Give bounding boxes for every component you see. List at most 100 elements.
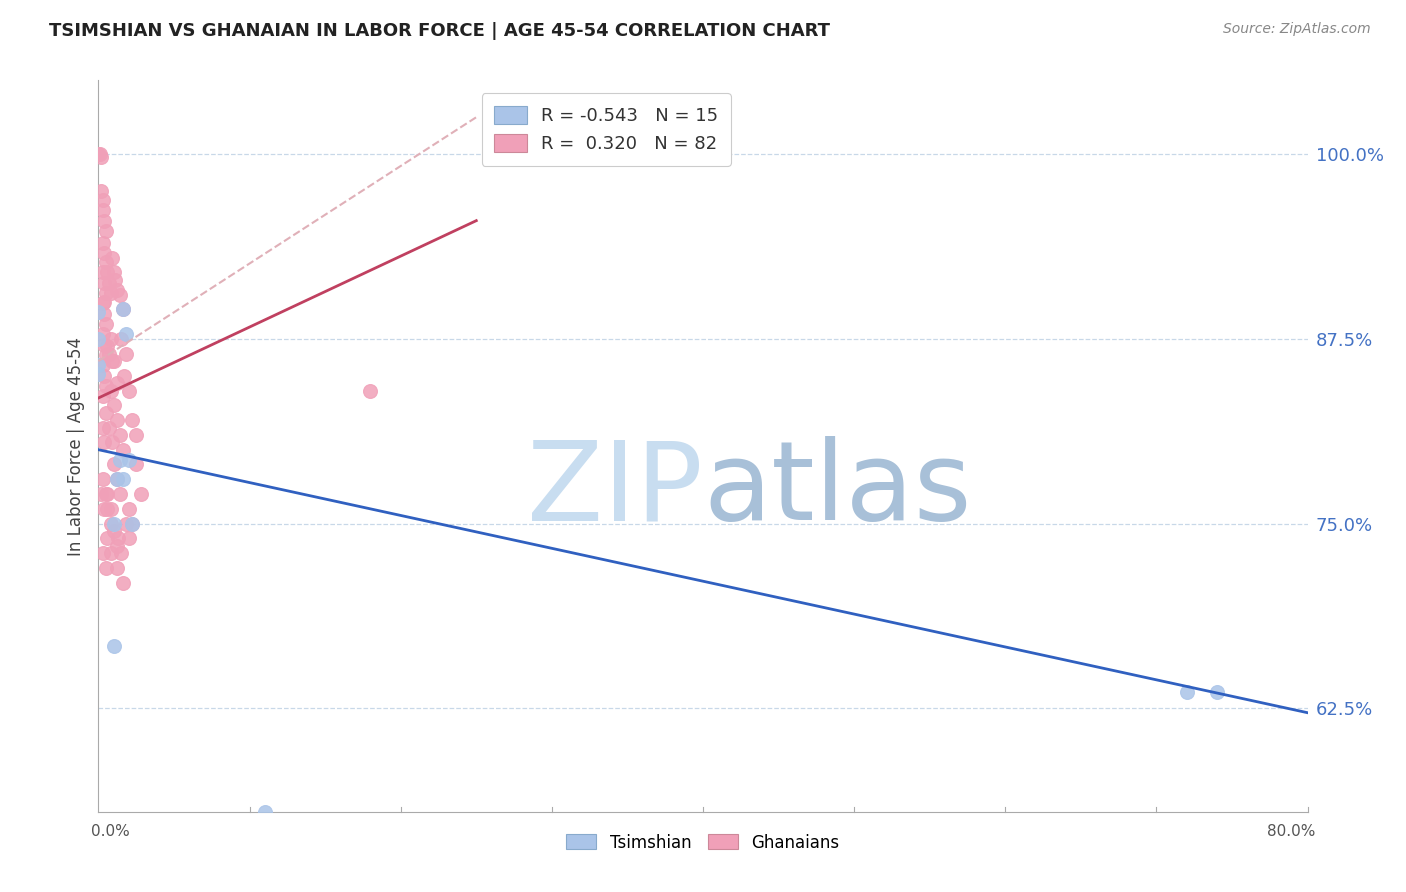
Point [101, 251, 124, 265]
Point [91, 203, 114, 218]
Point [91, 546, 114, 560]
Point [125, 428, 148, 442]
Point [96, 339, 118, 353]
Point [96, 532, 118, 546]
Point [98, 420, 121, 434]
Point [101, 435, 124, 450]
Legend: Tsimshian, Ghanaians: Tsimshian, Ghanaians [560, 827, 846, 858]
Point [87, 332, 110, 346]
Point [108, 453, 131, 467]
Point [110, 332, 132, 346]
Point [100, 384, 122, 398]
Point [108, 428, 131, 442]
Point [94, 224, 117, 238]
Point [105, 413, 128, 427]
Text: TSIMSHIAN VS GHANAIAN IN LABOR FORCE | AGE 45-54 CORRELATION CHART: TSIMSHIAN VS GHANAIAN IN LABOR FORCE | A… [49, 22, 830, 40]
Point [91, 420, 114, 434]
Point [103, 354, 125, 368]
Point [87, 147, 110, 161]
Point [94, 379, 117, 393]
Point [93, 213, 115, 227]
Point [87, 359, 110, 373]
Point [112, 368, 135, 383]
Point [90, 184, 112, 198]
Point [93, 307, 115, 321]
Text: atlas: atlas [703, 436, 972, 543]
Point [93, 368, 115, 383]
Point [96, 487, 118, 501]
Point [87, 368, 110, 382]
Point [93, 246, 115, 260]
Point [111, 575, 134, 590]
Point [94, 255, 117, 269]
Point [118, 384, 141, 398]
Point [114, 346, 136, 360]
Point [94, 487, 117, 501]
Point [101, 354, 124, 368]
Point [105, 472, 128, 486]
Y-axis label: In Labor Force | Age 45-54: In Labor Force | Age 45-54 [66, 336, 84, 556]
Point [93, 294, 115, 309]
Point [105, 472, 128, 486]
Point [105, 283, 128, 297]
Point [1175, 685, 1198, 699]
Point [100, 286, 122, 301]
Point [91, 327, 114, 342]
Point [111, 472, 134, 486]
Point [93, 276, 115, 290]
Point [94, 561, 117, 575]
Point [114, 516, 136, 531]
Point [111, 302, 134, 317]
Point [121, 516, 143, 531]
Point [100, 516, 122, 531]
Point [91, 472, 114, 486]
Point [93, 338, 115, 352]
Point [90, 487, 112, 501]
Point [1206, 685, 1229, 699]
Point [129, 487, 152, 501]
Point [108, 487, 131, 501]
Point [91, 265, 114, 279]
Point [103, 265, 125, 279]
Text: 80.0%: 80.0% [1267, 823, 1315, 838]
Text: ZIP: ZIP [527, 436, 703, 543]
Point [94, 286, 117, 301]
Point [103, 458, 125, 472]
Point [87, 305, 110, 319]
Point [118, 453, 141, 467]
Point [360, 384, 382, 398]
Point [108, 287, 131, 301]
Point [90, 150, 112, 164]
Point [94, 317, 117, 331]
Point [98, 276, 121, 290]
Point [91, 359, 114, 373]
Point [103, 524, 125, 538]
Point [104, 273, 127, 287]
Point [103, 639, 125, 653]
Point [121, 413, 143, 427]
Point [91, 390, 114, 404]
Point [89, 147, 111, 161]
Point [111, 302, 134, 317]
Point [91, 193, 114, 207]
Point [107, 532, 129, 546]
Point [100, 332, 122, 346]
Point [103, 398, 125, 412]
Point [91, 296, 114, 310]
Point [93, 501, 115, 516]
Point [91, 235, 114, 250]
Point [118, 501, 141, 516]
Point [93, 435, 115, 450]
Point [125, 458, 148, 472]
Text: Source: ZipAtlas.com: Source: ZipAtlas.com [1223, 22, 1371, 37]
Point [253, 805, 276, 819]
Point [105, 376, 128, 391]
Point [103, 516, 125, 531]
Point [100, 546, 122, 560]
Point [100, 501, 122, 516]
Text: 0.0%: 0.0% [91, 823, 129, 838]
Point [105, 561, 128, 575]
Point [111, 442, 134, 457]
Point [96, 265, 118, 279]
Point [96, 501, 118, 516]
